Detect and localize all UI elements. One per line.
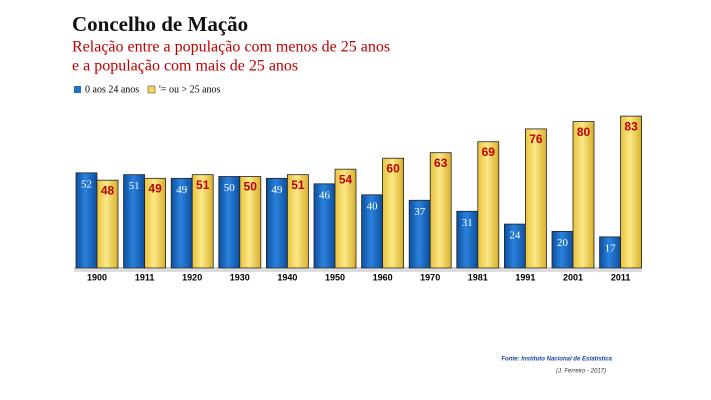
data-label: 49 [176, 184, 188, 196]
data-label: 37 [414, 206, 426, 218]
x-tick-label: 1991 [515, 272, 535, 282]
data-label: 51 [291, 178, 305, 192]
legend-label: '= ou > 25 anos [159, 84, 221, 95]
bar [144, 177, 167, 269]
bar [525, 128, 547, 269]
x-tick-label: 1920 [182, 272, 202, 282]
x-tick-label: 2001 [563, 272, 583, 282]
data-label: 49 [271, 184, 283, 196]
data-label: 54 [339, 172, 353, 186]
data-label: 17 [605, 242, 617, 254]
data-label: 40 [367, 200, 379, 212]
chart-subtitle: e a população com mais de 25 anos [72, 58, 298, 75]
data-label: 80 [577, 125, 591, 139]
data-label: 52 [81, 178, 92, 190]
chart-title: Concelho de Mação [72, 12, 248, 36]
data-label: 83 [624, 119, 638, 133]
x-tick-label: 1911 [135, 272, 155, 282]
bar [429, 152, 452, 269]
x-tick-label: 1960 [373, 272, 393, 282]
credit: (J. Ferreiro - 2017) [556, 369, 606, 375]
data-label: 51 [196, 178, 210, 192]
data-label: 51 [129, 180, 140, 192]
bar [382, 157, 405, 269]
data-label: 60 [386, 161, 400, 175]
data-label: 50 [244, 180, 258, 194]
bar [334, 168, 357, 269]
bar [620, 115, 642, 269]
legend-swatch [74, 86, 81, 93]
x-tick-label: 1940 [277, 272, 297, 282]
data-label: 46 [319, 189, 331, 201]
chart-subtitle: Relação entre a população com menos de 2… [72, 39, 390, 56]
data-label: 76 [529, 132, 543, 146]
data-label: 48 [101, 183, 115, 197]
data-label: 69 [482, 145, 496, 159]
source: Fonte: Instituto Nacional de Estatística [501, 357, 612, 363]
x-tick-label: 1950 [325, 272, 345, 282]
data-label: 24 [509, 230, 521, 242]
bar [572, 121, 595, 269]
bar [477, 141, 500, 269]
data-label: 63 [434, 156, 448, 170]
bar [96, 179, 119, 269]
bar [239, 176, 262, 269]
x-tick-label: 2011 [611, 272, 631, 282]
legend-swatch [147, 85, 156, 94]
bar [191, 174, 214, 269]
data-label: 49 [148, 182, 162, 196]
x-tick-label: 1930 [230, 272, 250, 282]
bar [286, 174, 309, 269]
baseline-shadow [74, 269, 642, 272]
data-label: 31 [462, 217, 473, 229]
legend-label: 0 aos 24 anos [85, 84, 139, 95]
data-label: 50 [224, 182, 236, 194]
data-label: 20 [557, 237, 569, 249]
x-tick-label: 1900 [87, 272, 107, 282]
x-tick-label: 1970 [420, 272, 440, 282]
x-tick-label: 1981 [468, 272, 488, 282]
